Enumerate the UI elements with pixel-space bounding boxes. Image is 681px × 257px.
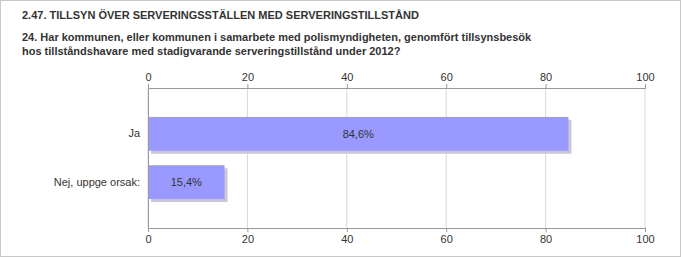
tick: 0 <box>145 71 151 88</box>
tick-mark <box>347 228 348 232</box>
grid-line <box>247 88 248 228</box>
axis-line <box>148 89 149 229</box>
tick-label: 100 <box>636 71 654 83</box>
grid-line <box>446 88 447 228</box>
data-label: 84,6% <box>343 128 374 140</box>
tick-label: 0 <box>145 233 151 245</box>
tick-mark <box>247 228 248 232</box>
subtitle: 24. Har kommunen, eller kommunen i samar… <box>22 31 532 57</box>
tick: 60 <box>441 228 453 245</box>
bar <box>148 117 568 151</box>
tick-label: 60 <box>441 71 453 83</box>
tick-label: 40 <box>341 233 353 245</box>
tick-label: 80 <box>540 71 552 83</box>
bar <box>148 165 225 199</box>
tick: Ja <box>128 127 148 139</box>
tick: 80 <box>540 71 552 88</box>
x-axis-top: 0 20 40 60 80 100 <box>145 71 654 89</box>
grid-line <box>148 88 149 228</box>
grid-line <box>545 88 546 228</box>
x-axis-bottom: 0 20 40 60 80 100 <box>145 228 654 245</box>
tick-mark <box>546 84 547 88</box>
tick: 40 <box>341 228 353 245</box>
tick: Nej, uppge orsak: <box>54 176 148 188</box>
chart: 2.47. TILLSYN ÖVER SERVERINGSSTÄLLEN MED… <box>0 0 681 257</box>
tick: 80 <box>540 228 552 245</box>
plot-area <box>148 88 645 228</box>
tick-label: 20 <box>242 233 254 245</box>
tick: 100 <box>636 71 654 88</box>
tick-mark <box>546 228 547 232</box>
tick-mark <box>645 84 646 88</box>
bars <box>148 117 571 202</box>
tick-mark <box>247 84 248 88</box>
tick-mark <box>446 228 447 232</box>
tick-label: 60 <box>441 233 453 245</box>
y-axis: Ja Nej, uppge orsak: <box>54 89 149 229</box>
tick-mark <box>148 84 149 88</box>
tick: 40 <box>341 71 353 88</box>
data-labels: 84,6% 15,4% <box>171 128 374 188</box>
tick-label: 0 <box>145 71 151 83</box>
tick-mark <box>347 84 348 88</box>
category-label: Nej, uppge orsak: <box>54 176 140 188</box>
grid-line <box>645 88 646 228</box>
axis-line <box>149 84 646 89</box>
tick-mark <box>645 228 646 232</box>
tick: 20 <box>242 71 254 88</box>
grid <box>148 88 645 228</box>
data-label: 15,4% <box>171 176 202 188</box>
tick-mark <box>148 228 149 232</box>
category-label: Ja <box>128 127 141 139</box>
tick-mark <box>446 84 447 88</box>
frame <box>1 1 681 257</box>
tick: 0 <box>145 228 151 245</box>
tick: 60 <box>441 71 453 88</box>
title: 2.47. TILLSYN ÖVER SERVERINGSSTÄLLEN MED… <box>22 9 419 21</box>
tick: 100 <box>636 228 654 245</box>
tick-label: 80 <box>540 233 552 245</box>
axis-line <box>149 229 646 233</box>
tick-label: 100 <box>636 233 654 245</box>
grid-line <box>346 88 347 228</box>
tick: 20 <box>242 228 254 245</box>
tick-label: 20 <box>242 71 254 83</box>
tick-label: 40 <box>341 71 353 83</box>
